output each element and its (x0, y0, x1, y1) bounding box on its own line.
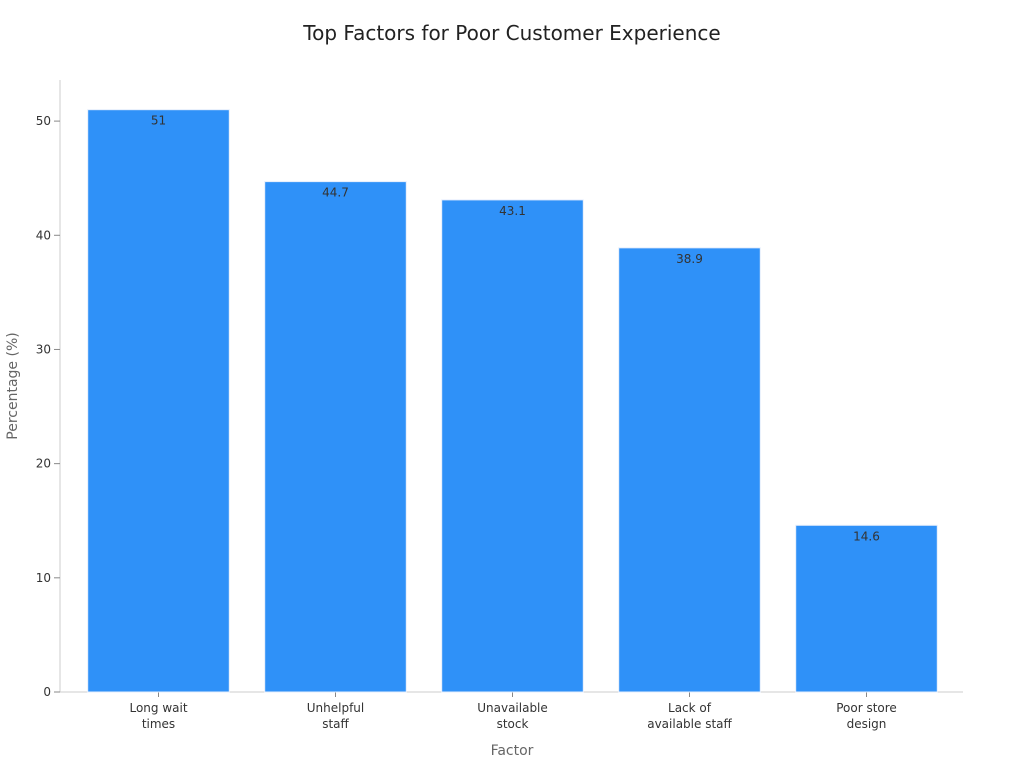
x-tick-label-line: Unhelpful (307, 701, 365, 715)
x-tick-label: Unavailable stock (477, 701, 548, 731)
y-tick-label: 0 (43, 685, 51, 699)
bar (441, 199, 584, 693)
x-tick-label-line: Long wait (129, 701, 187, 715)
x-axis-title: Factor (491, 743, 534, 759)
x-axis: Long wait times Unhelpful staff Unavailable s… (60, 691, 963, 731)
data-label: 44.7 (322, 186, 349, 200)
x-tick-label-line: design (847, 717, 887, 731)
x-tick-label: Long wait times (129, 701, 187, 731)
y-tick-label: 10 (36, 571, 51, 585)
y-axis-title: Percentage (%) (5, 332, 21, 439)
x-tick-label-line: times (142, 717, 175, 731)
x-tick-label-line: stock (497, 717, 529, 731)
data-label: 38.9 (676, 252, 703, 266)
bars-group (87, 109, 938, 693)
y-tick-label: 50 (36, 114, 51, 128)
x-tick-label: Unhelpful staff (307, 701, 365, 731)
bar (795, 524, 938, 693)
y-tick-label: 30 (36, 342, 51, 356)
x-tick-label-line: Lack of (668, 701, 712, 715)
y-tick-label: 20 (36, 457, 51, 471)
x-tick-label-line: available staff (647, 717, 732, 731)
data-labels-group: 51 44.7 43.1 38.9 14.6 (151, 114, 880, 544)
y-axis: 0 10 20 30 40 50 (36, 80, 61, 699)
chart-title: Top Factors for Poor Customer Experience (302, 21, 720, 45)
x-tick-label-line: Unavailable (477, 701, 548, 715)
data-label: 14.6 (853, 529, 880, 543)
bar (618, 247, 761, 693)
x-tick-label: Poor store design (836, 701, 897, 731)
bar (87, 109, 230, 693)
x-tick-label: Lack of available staff (647, 701, 732, 731)
bar (264, 181, 407, 693)
data-label: 43.1 (499, 204, 526, 218)
data-label: 51 (151, 114, 166, 128)
x-tick-label-line: staff (322, 717, 349, 731)
x-tick-label-line: Poor store (836, 701, 897, 715)
y-tick-label: 40 (36, 228, 51, 242)
